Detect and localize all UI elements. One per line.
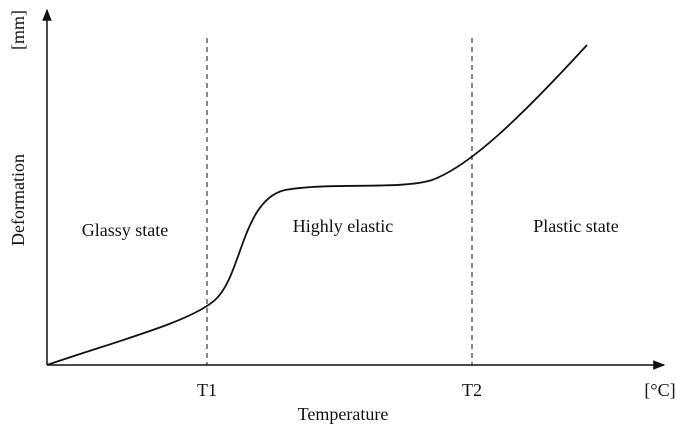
deformation-curve: [46, 44, 588, 366]
region-label: Glassy state: [82, 220, 168, 240]
region-label: Plastic state: [533, 216, 618, 236]
marker-label: T1: [197, 380, 217, 400]
region-label: Highly elastic: [293, 216, 393, 236]
x-unit: [°C]: [644, 380, 675, 400]
x-label: Temperature: [298, 404, 389, 424]
y-unit: [mm]: [8, 10, 28, 50]
marker-label: T2: [462, 380, 482, 400]
y-label: Deformation: [8, 154, 28, 246]
